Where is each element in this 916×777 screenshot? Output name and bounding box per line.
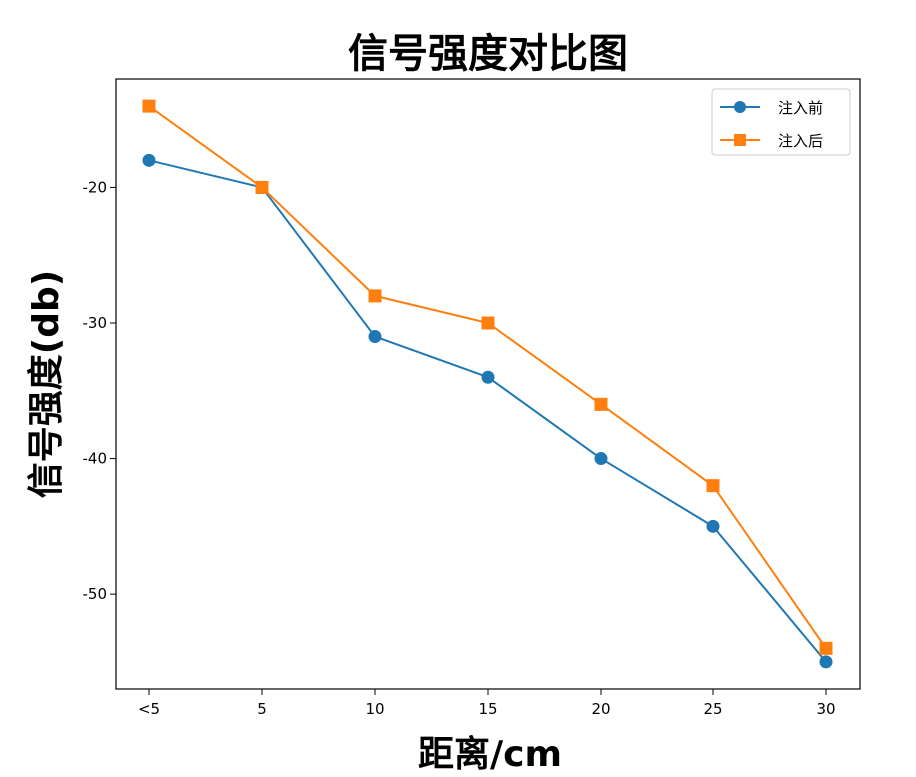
data-point [368,330,382,344]
legend-label: 注入前 [778,99,823,117]
x-tick-label: 25 [703,700,722,718]
x-tick-label: 15 [478,700,497,718]
series-layer [142,99,833,669]
data-point [142,99,156,113]
legend-marker [734,134,746,146]
data-point [481,316,495,330]
x-tick-label: 5 [257,700,267,718]
data-point [594,452,608,466]
chart-title: 信号强度对比图 [348,31,628,77]
data-point [819,655,833,669]
data-point [481,370,495,384]
series-line [148,159,827,663]
legend-label: 注入后 [778,132,823,150]
legend-box [711,88,851,156]
data-point [706,479,720,493]
data-point [142,153,156,167]
data-point [255,180,269,194]
legend-item: 注入前 [720,99,823,117]
y-tick-label: -30 [83,314,108,332]
legend-item: 注入后 [720,132,823,150]
y-axis-label: 信号强度(db) [26,270,67,498]
y-tick-label: -20 [83,178,108,196]
series-before-injection [142,153,833,669]
x-tick-label: 30 [816,700,835,718]
data-point [706,519,720,533]
data-point [819,641,833,655]
series-after-injection [142,99,833,655]
plot-area-frame [115,78,861,690]
legend-marker [734,101,746,113]
x-axis-label: 距离/cm [418,734,562,773]
y-axis: -20 -30 -40 -50 [83,178,116,603]
x-tick-label: 20 [591,700,610,718]
data-point [368,289,382,303]
x-tick-label: 10 [365,700,384,718]
data-point [594,397,608,411]
x-tick-label: <5 [138,700,160,718]
y-tick-label: -40 [83,450,108,468]
y-tick-label: -50 [83,585,108,603]
x-axis: <5 5 10 15 20 25 30 [138,689,836,718]
